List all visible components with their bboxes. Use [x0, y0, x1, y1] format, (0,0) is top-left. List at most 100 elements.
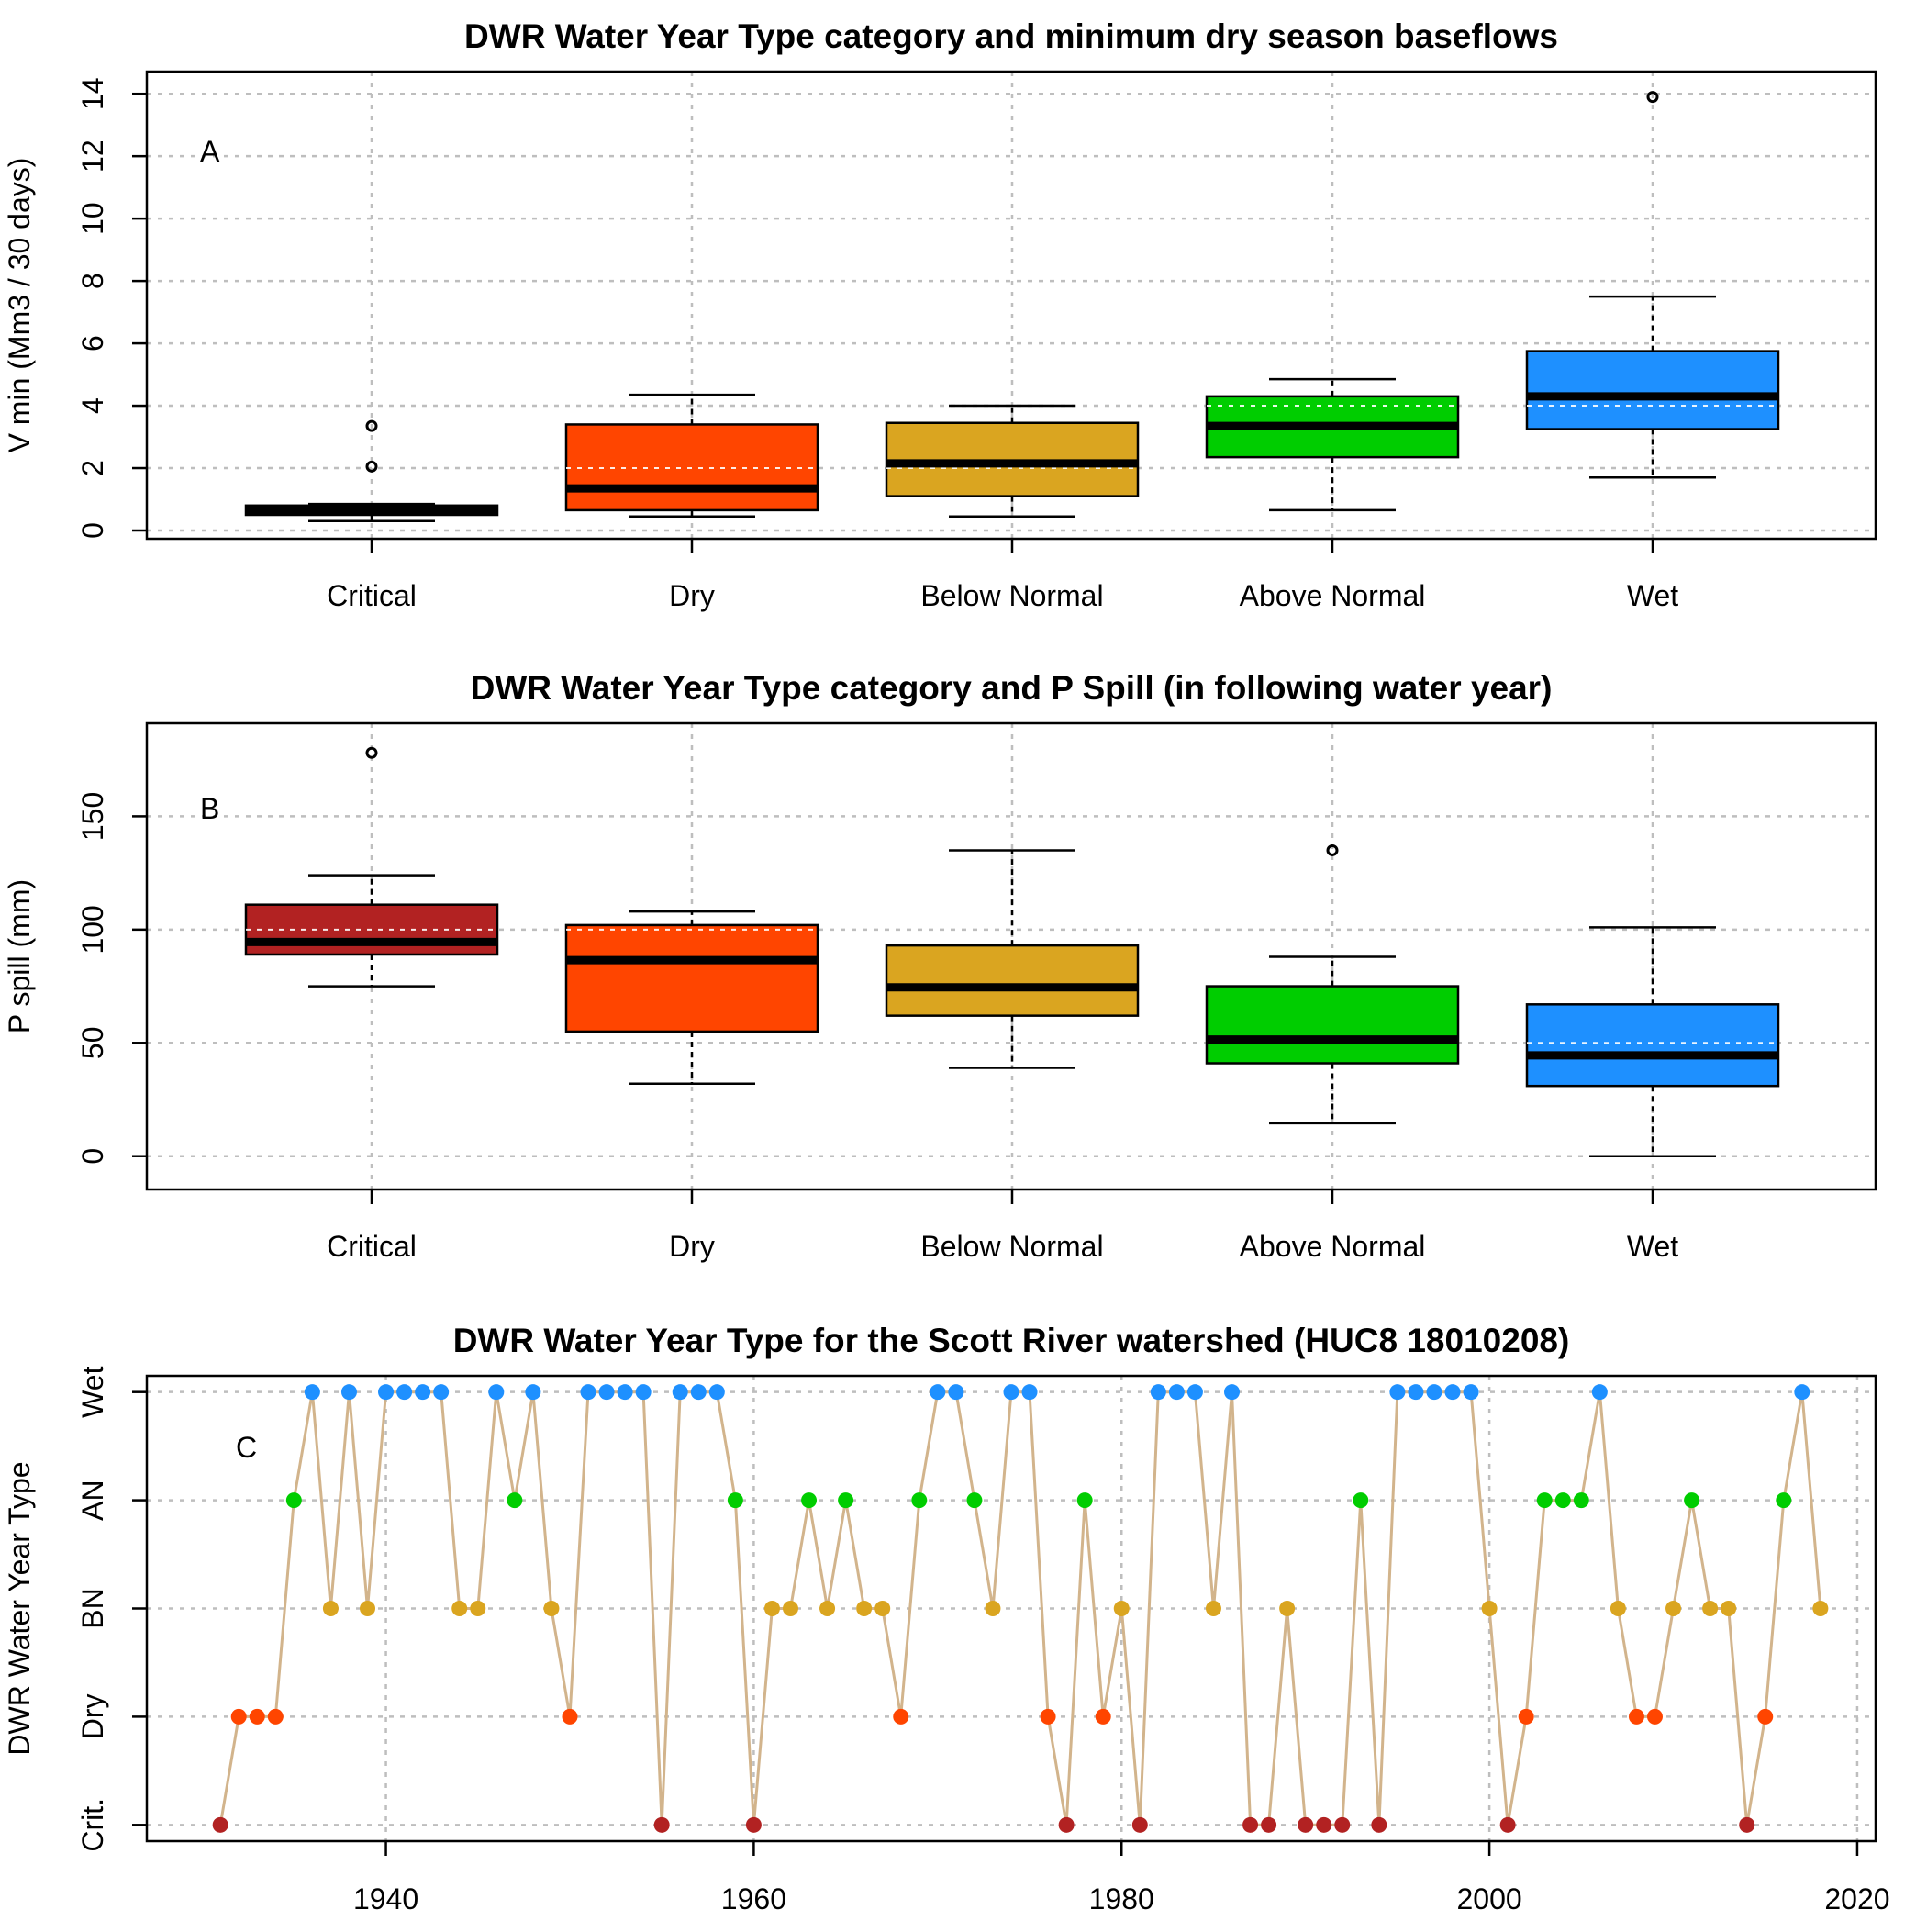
data-point — [930, 1384, 946, 1401]
data-point — [801, 1492, 818, 1509]
data-point — [322, 1601, 339, 1616]
panel-a-ytick-label: 4 — [76, 397, 109, 414]
data-point — [212, 1816, 228, 1833]
panel-b-ylabel: P spill (mm) — [3, 879, 36, 1033]
data-point — [966, 1492, 983, 1509]
outlier-point — [365, 419, 378, 432]
data-point — [267, 1708, 284, 1725]
data-point — [304, 1384, 320, 1401]
data-point — [819, 1601, 836, 1616]
box-body — [1525, 1003, 1780, 1088]
data-point — [635, 1384, 652, 1401]
data-point — [1463, 1384, 1479, 1401]
data-point — [763, 1601, 780, 1616]
data-point — [507, 1492, 523, 1509]
panel-b-category-label: Wet — [1627, 1230, 1678, 1263]
panel-b-ytick-label: 50 — [76, 1026, 109, 1059]
data-point — [1536, 1492, 1553, 1509]
data-point — [1298, 1816, 1314, 1833]
panel-b-category-label: Below Normal — [920, 1230, 1103, 1263]
panel-a-ytick-label: 12 — [76, 140, 109, 173]
data-point — [690, 1384, 707, 1401]
data-point — [1113, 1601, 1130, 1616]
data-point — [1131, 1816, 1148, 1833]
panel-b-box-above-normal — [1205, 843, 1460, 1125]
panel-c-ytick-label: Wet — [76, 1366, 109, 1417]
panel-b-ytick-label: 100 — [76, 905, 109, 954]
panel-c-series-line — [218, 1390, 1822, 1826]
data-point — [433, 1384, 450, 1401]
data-point — [727, 1492, 743, 1509]
data-point — [911, 1492, 928, 1509]
data-point — [1776, 1492, 1792, 1509]
panel-b-title: DWR Water Year Type category and P Spill… — [471, 669, 1553, 707]
data-point — [985, 1601, 1001, 1616]
panel-a-title: DWR Water Year Type category and minimum… — [464, 17, 1558, 55]
panel-a-box-below-normal — [885, 404, 1140, 518]
outlier-point — [365, 460, 378, 473]
data-point — [1261, 1816, 1277, 1833]
data-point — [285, 1492, 302, 1509]
data-point — [1518, 1708, 1534, 1725]
panel-b-box-critical — [244, 746, 499, 988]
data-point — [1610, 1601, 1626, 1616]
data-point — [1040, 1708, 1056, 1725]
panel-c-xtick-label: 1960 — [721, 1882, 786, 1915]
data-point — [672, 1384, 688, 1401]
data-point — [1757, 1708, 1774, 1725]
panel-b-category-label: Dry — [669, 1230, 715, 1263]
data-point — [1739, 1816, 1755, 1833]
panel-c-ytick-label: AN — [76, 1480, 109, 1520]
panel-a-ytick-label: 14 — [76, 77, 109, 110]
data-point — [838, 1492, 854, 1509]
box-body — [1205, 985, 1460, 1065]
panel-c-xtick-label: 1980 — [1089, 1882, 1154, 1915]
panel-b-box-dry — [564, 910, 819, 1085]
panel-c-ytick-label: BN — [76, 1588, 109, 1628]
data-point — [893, 1708, 909, 1725]
data-point — [1279, 1601, 1296, 1616]
panel-c-ylabel: DWR Water Year Type — [3, 1461, 36, 1755]
data-point — [1554, 1492, 1571, 1509]
box-body — [1525, 350, 1780, 430]
data-point — [1003, 1384, 1019, 1401]
data-point — [1684, 1492, 1700, 1509]
data-point — [948, 1384, 964, 1401]
data-point — [488, 1384, 505, 1401]
data-point — [1702, 1601, 1719, 1616]
data-point — [1573, 1492, 1589, 1509]
data-point — [1095, 1708, 1111, 1725]
data-point — [782, 1601, 798, 1616]
data-point — [856, 1601, 873, 1616]
outlier-point — [1326, 843, 1339, 856]
data-point — [360, 1601, 376, 1616]
panel-a-box-wet — [1525, 91, 1780, 479]
panel-a-box-above-normal — [1205, 377, 1460, 512]
panel-c-ytick-label: Crit. — [76, 1798, 109, 1852]
data-point — [1371, 1816, 1387, 1833]
data-point — [1481, 1601, 1498, 1616]
panel-a-ytick-label: 8 — [76, 273, 109, 289]
data-point — [708, 1384, 725, 1401]
panel-a-category-label: Below Normal — [920, 579, 1103, 612]
data-point — [249, 1708, 265, 1725]
panel-c-points — [212, 1384, 1829, 1833]
data-point — [1076, 1492, 1093, 1509]
panel-b-box-below-normal — [885, 849, 1140, 1069]
data-point — [1316, 1816, 1332, 1833]
data-point — [1646, 1708, 1663, 1725]
panel-c-title: DWR Water Year Type for the Scott River … — [453, 1322, 1570, 1359]
panel-a-category-label: Dry — [669, 579, 715, 612]
data-point — [525, 1384, 541, 1401]
data-point — [1665, 1601, 1682, 1616]
panel-a-box-critical — [244, 419, 499, 523]
box-body — [564, 923, 819, 1033]
data-point — [1591, 1384, 1608, 1401]
data-point — [470, 1601, 486, 1616]
panel-a-ytick-label: 2 — [76, 460, 109, 476]
data-point — [1242, 1816, 1259, 1833]
panel-a-category-label: Critical — [327, 579, 417, 612]
data-point — [1168, 1384, 1185, 1401]
